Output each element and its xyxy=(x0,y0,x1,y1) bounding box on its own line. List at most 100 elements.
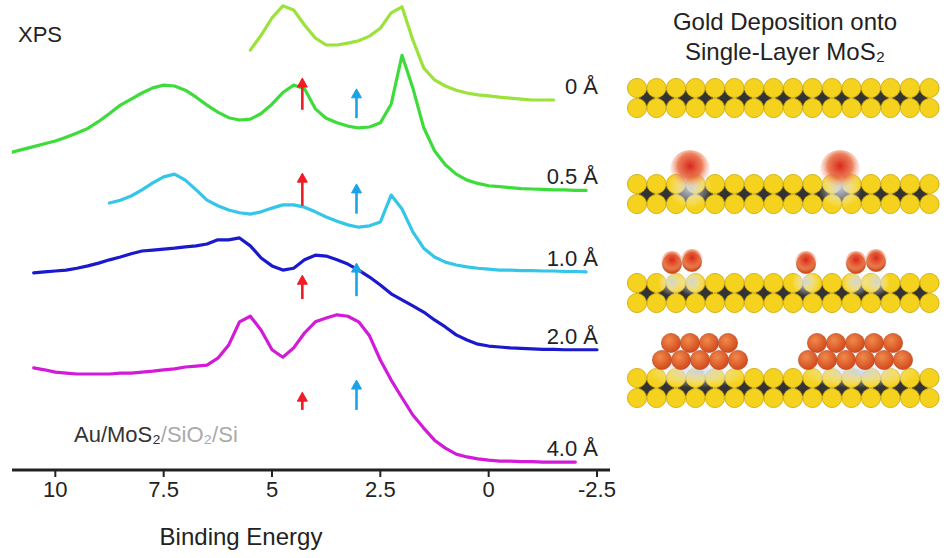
au-atom xyxy=(690,350,709,369)
gold-cluster xyxy=(670,150,710,190)
s-atom xyxy=(920,368,939,387)
s-atom xyxy=(861,174,880,193)
s-atom xyxy=(686,388,705,407)
s-atom xyxy=(725,78,744,97)
s-atom xyxy=(861,194,880,213)
s-atom xyxy=(764,293,783,312)
s-atom xyxy=(705,293,724,312)
s-atom xyxy=(666,98,685,117)
au-atom xyxy=(680,333,699,352)
title-line: Single-Layer MoS₂ xyxy=(685,38,885,65)
title-line: Gold Deposition onto xyxy=(673,8,897,35)
s-atom xyxy=(725,194,744,213)
s-atom xyxy=(764,78,783,97)
x-tick xyxy=(54,470,56,477)
s-atom xyxy=(783,388,802,407)
s-atom xyxy=(627,174,646,193)
gold-cluster xyxy=(795,251,817,273)
s-atom xyxy=(783,78,802,97)
annotation: /SiO₂/Si xyxy=(161,422,238,447)
s-atom xyxy=(705,273,724,292)
s-atom xyxy=(900,78,919,97)
s-atom xyxy=(705,78,724,97)
s-atom xyxy=(627,273,646,292)
x-tick xyxy=(596,470,598,477)
s-atom xyxy=(920,293,939,312)
series-label: 1.0 Å xyxy=(547,246,599,271)
s-atom xyxy=(861,388,880,407)
arrow xyxy=(297,275,307,299)
x-tick-label: 7.5 xyxy=(148,477,179,502)
arrow xyxy=(297,78,307,110)
arrow xyxy=(352,89,362,118)
s-atom xyxy=(764,273,783,292)
s-atom xyxy=(881,78,900,97)
s-atom xyxy=(686,78,705,97)
s-atom xyxy=(705,388,724,407)
au-atom xyxy=(652,350,671,369)
arrow-head xyxy=(352,89,362,98)
x-tick-label: 0 xyxy=(483,477,495,502)
au-atom xyxy=(718,333,737,352)
s-atom xyxy=(822,388,841,407)
s-atom xyxy=(744,194,763,213)
s-atom xyxy=(744,293,763,312)
x-tick-label: 5 xyxy=(266,477,278,502)
gold-cluster xyxy=(865,249,887,271)
s-atom xyxy=(900,293,919,312)
s-atom xyxy=(920,174,939,193)
arrow xyxy=(352,380,362,410)
s-atom xyxy=(900,174,919,193)
x-axis-line xyxy=(12,469,610,472)
s-atom xyxy=(666,293,685,312)
au-atom xyxy=(836,350,855,369)
s-atom xyxy=(627,98,646,117)
x-tick-label: 2.5 xyxy=(365,477,396,502)
s-atom xyxy=(822,98,841,117)
spectrum-line xyxy=(110,174,587,272)
x-tick xyxy=(271,470,273,477)
s-atom xyxy=(627,388,646,407)
s-atom xyxy=(900,273,919,292)
s-atom xyxy=(920,194,939,213)
series-group xyxy=(12,6,597,462)
annotation: Au/MoS₂ xyxy=(74,422,161,447)
arrow-head xyxy=(297,275,307,284)
mos2-layer xyxy=(627,78,939,117)
gold-cluster xyxy=(681,249,703,271)
spectrum-line xyxy=(12,55,586,190)
arrow xyxy=(297,173,307,206)
x-tick xyxy=(488,470,490,477)
arrow-shaft xyxy=(301,180,304,206)
s-atom xyxy=(881,293,900,312)
arrow-head xyxy=(297,78,307,87)
s-atom xyxy=(822,273,841,292)
s-atom xyxy=(725,98,744,117)
s-atom xyxy=(900,388,919,407)
x-tick xyxy=(379,470,381,477)
au-atom xyxy=(845,333,864,352)
spectrum-line xyxy=(34,315,576,462)
arrow-head xyxy=(352,380,362,389)
series-label: 0.5 Å xyxy=(547,164,599,189)
s-atom xyxy=(764,388,783,407)
annotation: XPS xyxy=(18,22,62,47)
arrow-shaft xyxy=(301,282,304,299)
s-atom xyxy=(861,98,880,117)
s-atom xyxy=(783,194,802,213)
s-atom xyxy=(822,293,841,312)
s-atom xyxy=(803,98,822,117)
s-atom xyxy=(920,388,939,407)
s-atom xyxy=(725,388,744,407)
interface-haze xyxy=(678,268,706,296)
s-atom xyxy=(764,194,783,213)
s-atom xyxy=(783,293,802,312)
s-atom xyxy=(725,174,744,193)
x-tick-label: -2.5 xyxy=(578,477,616,502)
s-atom xyxy=(666,78,685,97)
arrow-group xyxy=(297,78,361,410)
s-atom xyxy=(744,388,763,407)
s-atom xyxy=(842,388,861,407)
au-atom xyxy=(817,350,836,369)
au-atom xyxy=(728,350,747,369)
